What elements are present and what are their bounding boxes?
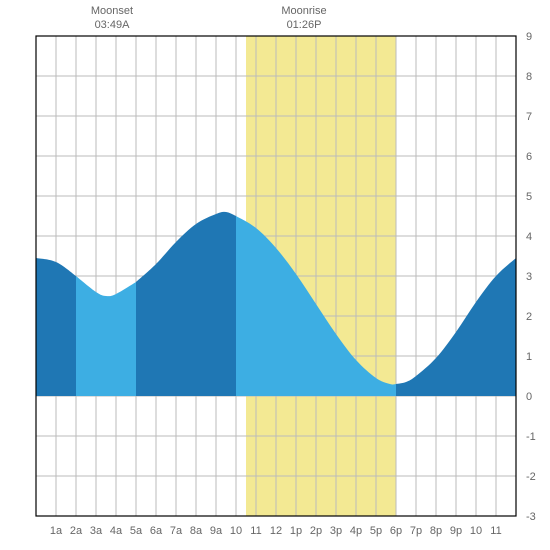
y-tick-label: 5: [526, 191, 532, 203]
moonset-annotation: Moonset03:49A: [72, 4, 152, 33]
x-tick-label: 8p: [430, 525, 442, 537]
tide-chart: 1a2a3a4a5a6a7a8a9a1011121p2p3p4p5p6p7p8p…: [0, 0, 550, 550]
y-tick-label: 3: [526, 271, 532, 283]
y-tick-label: 7: [526, 111, 532, 123]
x-tick-label: 9p: [450, 525, 462, 537]
x-tick-label: 1p: [290, 525, 302, 537]
y-tick-label: -3: [526, 511, 536, 523]
moonrise-annotation: Moonrise01:26P: [264, 4, 344, 33]
x-tick-label: 11: [490, 525, 501, 537]
x-tick-label: 12: [270, 525, 282, 537]
x-tick-label: 4a: [110, 525, 123, 537]
x-tick-label: 8a: [190, 525, 203, 537]
y-tick-label: -2: [526, 471, 536, 483]
x-tick-label: 6a: [150, 525, 163, 537]
y-tick-label: 2: [526, 311, 532, 323]
y-tick-label: -1: [526, 431, 536, 443]
x-tick-label: 7p: [410, 525, 422, 537]
y-tick-label: 0: [526, 391, 532, 403]
x-tick-label: 10: [230, 525, 242, 537]
x-tick-label: 11: [250, 525, 261, 537]
x-tick-label: 2p: [310, 525, 322, 537]
x-tick-label: 9a: [210, 525, 223, 537]
y-tick-label: 8: [526, 71, 532, 83]
annotation-title: Moonrise: [264, 4, 344, 18]
annotation-value: 03:49A: [72, 18, 152, 32]
x-tick-label: 7a: [170, 525, 183, 537]
y-tick-label: 1: [526, 351, 532, 363]
y-tick-label: 4: [526, 231, 532, 243]
x-tick-label: 10: [470, 525, 482, 537]
annotation-value: 01:26P: [264, 18, 344, 32]
y-tick-label: 9: [526, 31, 532, 43]
x-tick-label: 3p: [330, 525, 342, 537]
x-tick-label: 2a: [70, 525, 83, 537]
x-tick-label: 6p: [390, 525, 402, 537]
chart-svg: 1a2a3a4a5a6a7a8a9a1011121p2p3p4p5p6p7p8p…: [0, 0, 550, 550]
x-tick-label: 5a: [130, 525, 143, 537]
annotation-title: Moonset: [72, 4, 152, 18]
tide-segment: [36, 258, 76, 396]
x-tick-label: 1a: [50, 525, 63, 537]
x-tick-label: 3a: [90, 525, 103, 537]
y-tick-label: 6: [526, 151, 532, 163]
x-tick-label: 5p: [370, 525, 382, 537]
x-tick-label: 4p: [350, 525, 362, 537]
